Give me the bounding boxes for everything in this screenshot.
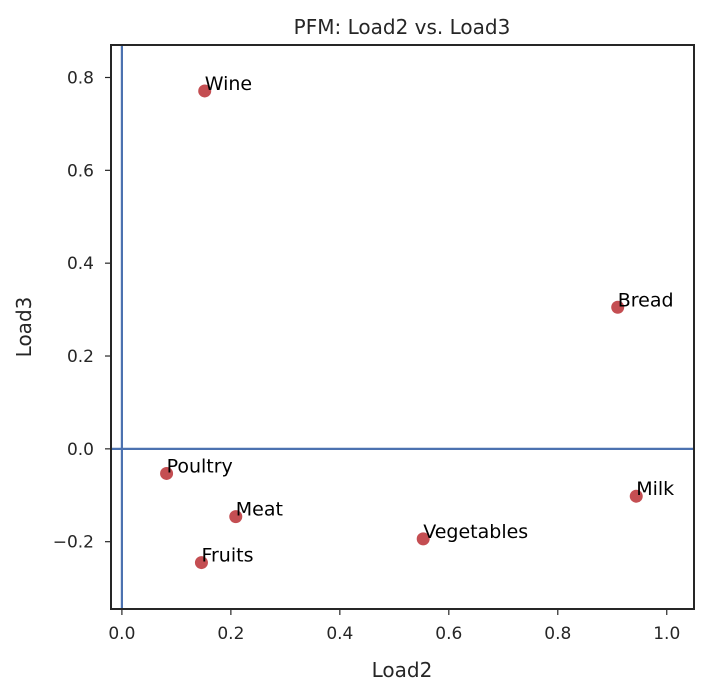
y-axis-title: Load3 xyxy=(12,297,36,358)
data-point-label: Fruits xyxy=(201,545,253,567)
y-tick-label: 0.0 xyxy=(67,440,94,460)
y-tick-label: 0.6 xyxy=(67,161,94,181)
chart-title: PFM: Load2 vs. Load3 xyxy=(294,15,511,39)
y-tick-label: 0.4 xyxy=(67,254,94,274)
x-tick-label: 0.6 xyxy=(435,624,462,644)
data-point xyxy=(194,556,208,570)
x-tick-label: 1.0 xyxy=(653,624,680,644)
y-tick-label: −0.2 xyxy=(53,533,94,553)
data-point-label: Milk xyxy=(636,478,674,500)
data-point-label: Vegetables xyxy=(423,521,528,543)
x-tick-label: 0.8 xyxy=(544,624,571,644)
x-tick-label: 0.4 xyxy=(326,624,353,644)
y-tick-label: 0.8 xyxy=(67,68,94,88)
y-tick-label: 0.2 xyxy=(67,347,94,367)
x-tick-label: 0.2 xyxy=(217,624,244,644)
data-point xyxy=(229,510,243,524)
data-point xyxy=(160,466,174,480)
data-point-label: Meat xyxy=(236,499,283,521)
plot-frame xyxy=(110,44,695,610)
data-point-label: Wine xyxy=(205,73,252,95)
data-point xyxy=(416,532,430,546)
data-point xyxy=(611,300,625,314)
data-point-label: Poultry xyxy=(167,455,233,477)
plot-area: 0.0 0.2 0.4 0.6 0.8 1.0 −0.2 0.0 0.2 0.4 0.6 0.8 Win… xyxy=(53,44,695,644)
data-point xyxy=(198,84,212,98)
data-point-label: Bread xyxy=(618,289,674,311)
x-axis-title: Load2 xyxy=(372,658,433,682)
data-point xyxy=(629,489,643,503)
x-tick-label: 0.0 xyxy=(108,624,135,644)
